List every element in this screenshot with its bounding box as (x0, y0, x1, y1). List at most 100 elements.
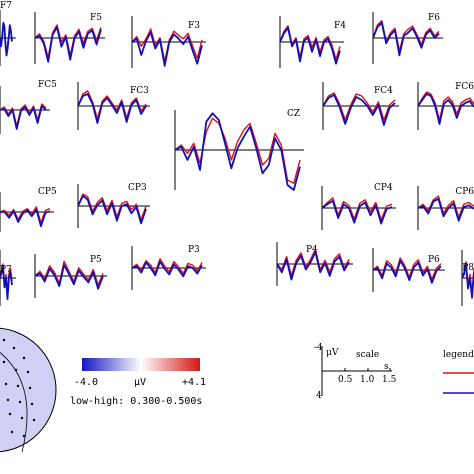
channel-label-p7: P7 (0, 265, 12, 275)
panel-cp3: CP3 (77, 183, 150, 228)
trace-blue-cp3 (77, 194, 147, 225)
trace-blue-p7 (0, 265, 13, 300)
panel-cp6: CP6 (417, 186, 474, 230)
panel-cp5: CP5 (0, 187, 57, 232)
panel-fc6: FC6 (417, 82, 474, 130)
panel-p6: P6 (372, 248, 445, 292)
panel-p8: P8 (461, 250, 474, 306)
colorbar-max-label: +4.1 (182, 377, 206, 388)
electrode-dot (26, 370, 30, 374)
head-outline (0, 327, 57, 453)
trace-red-cp6 (417, 195, 474, 218)
trace-blue-cp5 (0, 208, 51, 228)
electrode-dot (10, 430, 14, 434)
head-map (0, 327, 57, 453)
electrode-dot (22, 434, 26, 438)
trace-red-cz (174, 117, 301, 185)
channel-label-f7: F7 (0, 1, 12, 11)
trace-blue-fc6 (417, 93, 474, 125)
panel-f6: F6 (372, 12, 443, 64)
panel-p5: P5 (34, 254, 107, 298)
channel-label-p3: P3 (188, 245, 200, 255)
trace-blue-f5 (34, 26, 102, 63)
electrode-dot (2, 338, 6, 342)
channel-label-cp5: CP5 (38, 187, 57, 197)
scale-indicator: scale -4 μV 4 0.5 1.0 1.5 s (314, 343, 397, 401)
scale-y-top: -4 (314, 343, 323, 353)
trace-blue-f7 (0, 21, 13, 57)
panel-fc5: FC5 (0, 80, 57, 134)
trace-red-p5 (34, 260, 104, 286)
colorbar-min-label: -4.0 (74, 377, 98, 388)
electrode-dot (4, 382, 8, 386)
panel-p4: P4 (276, 242, 353, 286)
panel-p7: P7 (0, 250, 16, 306)
scale-title: scale (356, 350, 379, 360)
trace-blue-f3 (131, 31, 203, 67)
scale-x-tick-2: 1.0 (360, 375, 375, 385)
scale-x-tick-1: 0.5 (338, 375, 353, 385)
trace-blue-p4 (276, 251, 350, 281)
channel-label-cp4: CP4 (374, 183, 393, 193)
channel-label-cp6: CP6 (455, 187, 474, 197)
trace-blue-f4 (279, 26, 341, 65)
channel-label-f6: F6 (428, 13, 440, 23)
electrode-dot (2, 360, 6, 364)
trace-blue-cp4 (321, 199, 393, 225)
electrode-dot (16, 384, 20, 388)
panel-f4: F4 (279, 16, 346, 68)
trace-blue-p5 (34, 264, 104, 290)
electrode-dot (8, 412, 12, 416)
electrode-dot (12, 346, 16, 350)
trace-red-p3 (131, 258, 203, 275)
trace-blue-f6 (372, 21, 440, 57)
panel-fc3: FC3 (77, 82, 150, 130)
colorbar-unit-label: μV (134, 377, 146, 388)
channel-label-p8: P8 (462, 263, 474, 273)
channel-label-cz: CZ (287, 109, 300, 119)
channel-label-fc3: FC3 (130, 86, 149, 96)
trace-red-fc6 (417, 91, 474, 121)
legend-title: legend (443, 350, 474, 360)
trace-red-cp5 (0, 206, 51, 224)
scale-y-unit: μV (326, 348, 339, 358)
panel-cp4: CP4 (321, 183, 396, 230)
legend: legend (443, 350, 474, 394)
analysis-window-text: low-high: 0.300-0.500s (70, 396, 202, 407)
trace-blue-fc4 (322, 94, 396, 126)
electrode-dot (14, 368, 18, 372)
scale-x-tick-3: 1.5 (382, 375, 397, 385)
channel-label-fc5: FC5 (38, 80, 57, 90)
panel-cz: CZ (174, 109, 304, 191)
trace-blue-fc5 (0, 105, 47, 130)
panel-fc4: FC4 (322, 82, 399, 130)
channel-label-p6: P6 (428, 255, 440, 265)
trace-blue-p6 (372, 259, 442, 284)
electrode-dot (32, 418, 36, 422)
trace-blue-p8 (461, 263, 474, 299)
panel-f7: F7 (0, 1, 16, 66)
colorbar (82, 358, 200, 371)
channel-label-fc6: FC6 (455, 82, 474, 92)
panel-p3: P3 (131, 245, 206, 290)
trace-blue-fc3 (77, 93, 147, 124)
channel-label-fc4: FC4 (374, 86, 393, 96)
electrode-dot (20, 416, 24, 420)
head-contour (0, 352, 28, 453)
channel-label-p5: P5 (90, 255, 102, 265)
scale-x-unit: s (384, 362, 389, 372)
trace-blue-cp6 (417, 197, 474, 222)
trace-red-fc3 (77, 90, 147, 120)
panel-f5: F5 (34, 12, 105, 64)
channel-label-f3: F3 (188, 21, 200, 31)
electrode-dot (28, 386, 32, 390)
electrode-dot (6, 398, 10, 402)
electrode-dot (22, 356, 26, 360)
trace-red-fc4 (322, 92, 396, 121)
channel-label-cp3: CP3 (128, 183, 147, 193)
channel-label-f4: F4 (334, 21, 346, 31)
electrode-dot (30, 402, 34, 406)
trace-blue-p3 (131, 260, 203, 278)
trace-blue-cz (174, 112, 301, 191)
